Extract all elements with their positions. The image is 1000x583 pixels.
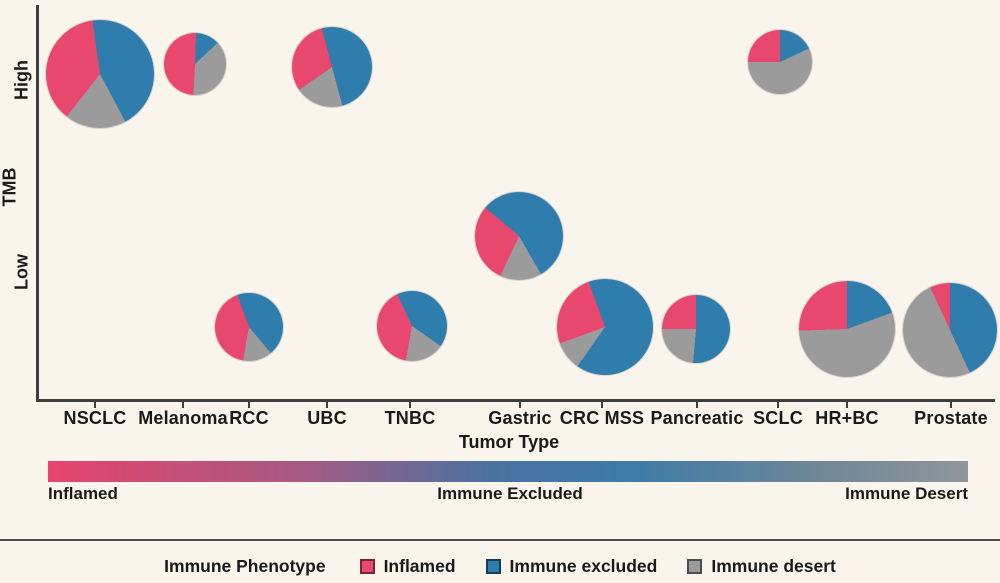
pie-ubc	[292, 27, 372, 107]
x-tick	[846, 402, 848, 408]
gradient-label-immune-desert: Immune Desert	[845, 484, 968, 503]
y-axis-line	[36, 5, 39, 401]
pie-melanoma	[164, 33, 226, 95]
pie-tnbc	[377, 291, 447, 361]
legend-swatch-excluded	[485, 558, 501, 574]
x-axis-line	[36, 399, 995, 402]
legend: Immune Phenotype Inflamed Immune excluded…	[0, 552, 1000, 580]
legend-item-inflamed: Inflamed	[359, 555, 456, 577]
pie-crc-mss	[557, 279, 653, 375]
pie-nsclc	[46, 20, 154, 128]
x-tick-label: Prostate	[914, 408, 988, 428]
x-tick-label: RCC	[229, 408, 269, 428]
x-tick-label: CRC MSS	[559, 408, 645, 428]
legend-title: Immune Phenotype	[164, 555, 326, 576]
x-tick	[248, 402, 250, 408]
legend-separator-line	[0, 539, 1000, 541]
x-tick	[182, 402, 184, 408]
x-tick	[601, 402, 603, 408]
x-axis-title: Tumor Type	[458, 432, 560, 452]
x-tick	[94, 402, 96, 408]
x-tick-label: Melanoma	[138, 408, 228, 428]
y-tick-label-low: Low	[11, 254, 32, 290]
x-tick-label: SCLC	[753, 408, 803, 428]
legend-item-desert: Immune desert	[687, 555, 836, 577]
pie-rcc	[215, 293, 283, 361]
pie-sclc	[748, 30, 812, 94]
legend-swatch-inflamed	[359, 558, 375, 574]
legend-swatch-desert	[687, 558, 703, 574]
x-tick	[519, 402, 521, 408]
legend-item-label: Inflamed	[383, 555, 456, 576]
legend-item-label: Immune excluded	[509, 555, 658, 576]
gradient-label-immune-excluded: Immune Excluded	[437, 484, 583, 503]
y-tick-label-high: High	[11, 60, 32, 100]
legend-item-excluded: Immune excluded	[485, 555, 658, 577]
x-tick-label: TNBC	[384, 408, 436, 428]
gradient-label-inflamed: Inflamed	[48, 484, 118, 503]
legend-items: Inflamed Immune excluded Immune desert	[359, 555, 836, 577]
x-tick	[696, 402, 698, 408]
x-tick-label: NSCLC	[63, 408, 127, 428]
x-tick	[777, 402, 779, 408]
pie-pancreatic	[662, 295, 730, 363]
pie-prostate	[903, 283, 997, 377]
y-axis-title: TMB	[0, 167, 20, 207]
phenotype-gradient-bar	[48, 461, 968, 482]
x-tick	[409, 402, 411, 408]
x-tick-label: UBC	[307, 408, 347, 428]
pie-gastric	[475, 192, 563, 280]
x-tick-label: Gastric	[488, 408, 552, 428]
x-tick	[950, 402, 952, 408]
x-tick-label: Pancreatic	[650, 408, 744, 428]
legend-item-label: Immune desert	[711, 555, 836, 576]
pie-hr-bc	[799, 281, 895, 377]
x-tick-label: HR+BC	[815, 408, 879, 428]
x-tick	[326, 402, 328, 408]
